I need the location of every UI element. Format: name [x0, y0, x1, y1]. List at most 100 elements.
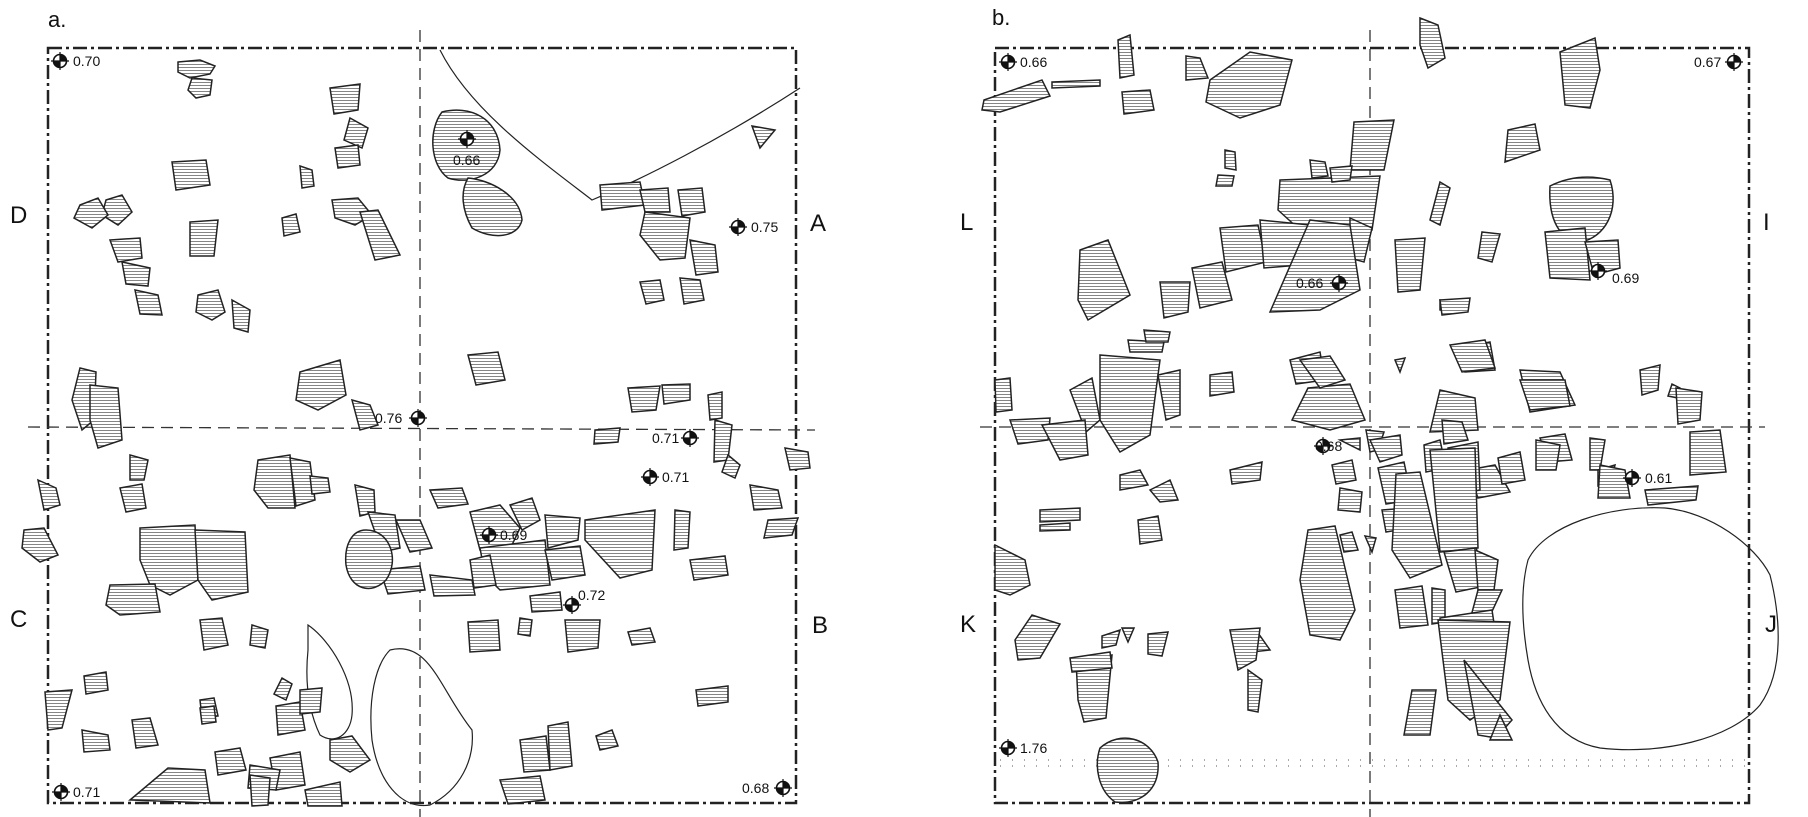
- panel-a-pit-outline: [370, 648, 473, 807]
- stone: [1157, 369, 1181, 422]
- panel-a: a. D A C B: [10, 7, 828, 817]
- stone: [428, 487, 470, 509]
- stone: [784, 447, 811, 471]
- stone: [1639, 364, 1661, 396]
- stone: [1394, 585, 1429, 629]
- stone: [1119, 469, 1150, 491]
- stone: [295, 359, 347, 411]
- stone: [139, 524, 199, 596]
- stone: [359, 209, 402, 261]
- side-label-b: B: [812, 612, 828, 639]
- stone: [108, 237, 143, 263]
- stone: [105, 583, 161, 616]
- stone: [231, 298, 251, 333]
- stone: [1219, 224, 1267, 273]
- stone: [354, 483, 376, 517]
- stone: [677, 187, 706, 217]
- stone: [599, 181, 646, 211]
- stone: [1429, 447, 1479, 553]
- elevation-label: 0.67: [1694, 54, 1721, 70]
- stone: [462, 177, 523, 237]
- panel-b-datums: 0.66 0.67 0.66 0.69 0.68 0.61 1.76: [998, 52, 1744, 758]
- stone: [1439, 297, 1471, 316]
- elevation-label: 0.69: [500, 527, 527, 543]
- stone: [299, 687, 323, 715]
- stone: [1497, 451, 1526, 485]
- elevation-label: 0.66: [1020, 54, 1047, 70]
- stone: [707, 391, 723, 421]
- stone: [564, 619, 601, 653]
- stone: [1689, 429, 1727, 476]
- stone: [547, 721, 573, 771]
- stone: [593, 427, 621, 445]
- stone: [1148, 478, 1180, 503]
- stone: [529, 591, 563, 613]
- stone: [1215, 174, 1235, 187]
- stone: [1329, 165, 1353, 183]
- stone: [171, 159, 211, 191]
- stone: [119, 483, 147, 513]
- elevation-label: 0.71: [652, 430, 679, 446]
- stone: [1544, 227, 1591, 281]
- stone: [595, 729, 620, 751]
- stone: [21, 527, 60, 563]
- stone: [639, 279, 665, 305]
- elevation-label: 0.75: [751, 219, 778, 235]
- stone: [1039, 507, 1081, 523]
- stone: [1429, 180, 1451, 227]
- survey-datum-icon: [408, 408, 428, 428]
- elevation-label: 0.76: [375, 410, 402, 426]
- stone: [134, 289, 163, 316]
- stone: [750, 125, 777, 150]
- stone: [1368, 434, 1403, 463]
- stone: [1675, 387, 1703, 425]
- stone: [1403, 689, 1437, 736]
- panel-b-letter: b.: [992, 5, 1010, 30]
- stone: [1039, 522, 1071, 532]
- stone: [199, 705, 217, 725]
- stone: [639, 211, 691, 261]
- stone: [195, 289, 226, 321]
- stone: [1014, 614, 1062, 661]
- panel-a-axis-horizontal: [27, 426, 816, 431]
- stone: [73, 197, 109, 229]
- stone: [1247, 668, 1263, 713]
- side-label-l: L: [960, 209, 973, 236]
- stone: [517, 617, 533, 637]
- stone: [1339, 531, 1359, 553]
- stone: [44, 689, 73, 731]
- stone: [1209, 371, 1235, 397]
- stone: [1549, 176, 1614, 243]
- stone: [661, 383, 691, 405]
- stone: [334, 144, 361, 169]
- panel-a-feature-boundary: [439, 49, 801, 201]
- stone: [544, 545, 586, 581]
- stone: [187, 77, 213, 99]
- stone: [1337, 487, 1363, 513]
- elevation-label: 1.76: [1020, 740, 1047, 756]
- stone: [498, 775, 546, 805]
- elevation-label: 0.71: [73, 784, 100, 800]
- stone: [467, 351, 506, 386]
- stone: [281, 213, 301, 237]
- stone: [467, 619, 501, 653]
- stone: [1040, 419, 1089, 461]
- stone: [1309, 159, 1329, 179]
- stone: [1535, 439, 1561, 471]
- stone: [1290, 383, 1367, 431]
- stone: [275, 701, 306, 736]
- stone: [749, 484, 783, 511]
- panel-b: b. L I K J: [960, 5, 1779, 817]
- stone: [1391, 471, 1443, 579]
- stone: [189, 219, 219, 257]
- stone: [329, 735, 372, 773]
- side-label-c: C: [10, 606, 27, 633]
- elevation-label: 0.66: [1296, 275, 1323, 291]
- stone: [1394, 237, 1426, 293]
- stone: [1099, 354, 1161, 454]
- panel-a-pit-outline: [306, 623, 353, 740]
- stone: [1363, 535, 1377, 555]
- stone: [272, 676, 293, 702]
- stone: [994, 377, 1013, 413]
